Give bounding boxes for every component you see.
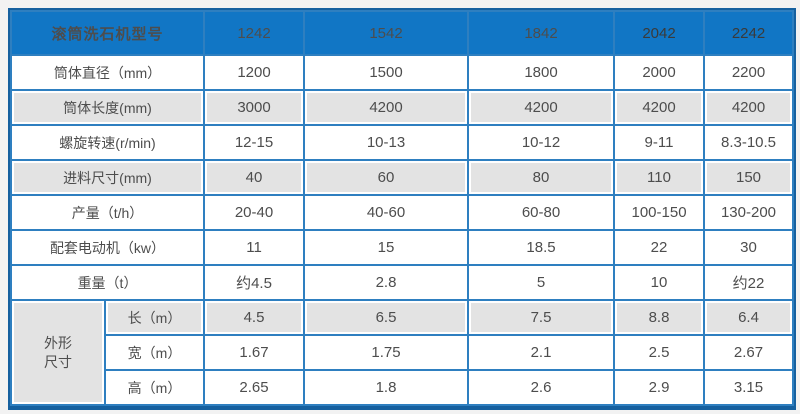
table-row: 宽（m） 1.67 1.75 2.1 2.5 2.67 (11, 334, 794, 371)
value-cell: 2000 (613, 54, 706, 91)
value-cell: 2.5 (613, 334, 706, 371)
value-cell: 6.4 (703, 299, 794, 336)
value-cell: 1.67 (203, 334, 306, 371)
value-cell: 10-13 (303, 124, 470, 161)
table-row: 产量（t/h） 20-40 40-60 60-80 100-150 130-20… (9, 194, 794, 231)
table-row: 外形尺寸 长（m） 4.5 6.5 7.5 8.8 6.4 (10, 299, 794, 406)
table-row: 配套电动机（kw） 11 15 18.5 22 30 (9, 229, 794, 266)
value-cell: 6.5 (303, 299, 470, 336)
header-row: 滚筒洗石机型号 1242 1542 1842 2042 2242 (9, 10, 794, 56)
value-cell: 5 (467, 264, 616, 301)
value-cell: 3000 (203, 89, 306, 126)
dimension-group-label: 外形尺寸 (10, 299, 106, 406)
value-cell: 4200 (303, 89, 470, 126)
value-cell: 9-11 (613, 124, 706, 161)
value-cell: 130-200 (703, 194, 794, 231)
model-header-5: 2242 (703, 10, 794, 56)
table-row: 筒体直径（mm） 1200 1500 1800 2000 2200 (9, 54, 794, 91)
value-cell: 1.75 (303, 334, 470, 371)
model-header-2: 1542 (303, 10, 470, 56)
value-cell: 110 (613, 159, 706, 196)
row-label: 进料尺寸(mm) (9, 159, 206, 196)
value-cell: 1800 (467, 54, 616, 91)
value-cell: 2.6 (467, 369, 616, 406)
value-cell: 11 (203, 229, 306, 266)
value-cell: 30 (703, 229, 794, 266)
value-cell: 2.67 (703, 334, 794, 371)
row-label: 长（m） (103, 299, 206, 336)
table-row: 螺旋转速(r/min) 12-15 10-13 10-12 9-11 8.3-1… (9, 124, 794, 161)
value-cell: 约22 (703, 264, 794, 301)
value-cell: 2.8 (303, 264, 470, 301)
value-cell: 4200 (467, 89, 616, 126)
value-cell: 100-150 (613, 194, 706, 231)
value-cell: 2.1 (467, 334, 616, 371)
value-cell: 4200 (613, 89, 706, 126)
table-title: 滚筒洗石机型号 (9, 10, 206, 56)
model-header-3: 1842 (467, 10, 616, 56)
value-cell: 10 (613, 264, 706, 301)
value-cell: 8.8 (613, 299, 706, 336)
value-cell: 60-80 (467, 194, 616, 231)
value-cell: 1.8 (303, 369, 470, 406)
table-row: 进料尺寸(mm) 40 60 80 110 150 (9, 159, 794, 196)
value-cell: 1200 (203, 54, 306, 91)
value-cell: 8.3-10.5 (703, 124, 794, 161)
table-row: 筒体长度(mm) 3000 4200 4200 4200 4200 (9, 89, 794, 126)
value-cell: 40-60 (303, 194, 470, 231)
value-cell: 2200 (703, 54, 794, 91)
value-cell: 2.65 (203, 369, 306, 406)
row-label: 重量（t） (9, 264, 206, 301)
value-cell: 80 (467, 159, 616, 196)
row-label: 筒体长度(mm) (9, 89, 206, 126)
model-header-4: 2042 (613, 10, 706, 56)
value-cell: 4200 (703, 89, 794, 126)
drum-washer-spec-table: 滚筒洗石机型号 1242 1542 1842 2042 2242 筒体直径（mm… (9, 10, 794, 406)
value-cell: 40 (203, 159, 306, 196)
value-cell: 15 (303, 229, 470, 266)
value-cell: 20-40 (203, 194, 306, 231)
row-label: 配套电动机（kw） (9, 229, 206, 266)
value-cell: 7.5 (467, 299, 616, 336)
table-row: 高（m） 2.65 1.8 2.6 2.9 3.15 (11, 369, 794, 406)
row-label: 高（m） (103, 369, 206, 406)
value-cell: 150 (703, 159, 794, 196)
row-label: 宽（m） (103, 334, 206, 371)
value-cell: 18.5 (467, 229, 616, 266)
value-cell: 约4.5 (203, 264, 306, 301)
value-cell: 3.15 (703, 369, 794, 406)
value-cell: 1500 (303, 54, 470, 91)
table-row: 重量（t） 约4.5 2.8 5 10 约22 (9, 264, 794, 301)
spec-table: 滚筒洗石机型号 1242 1542 1842 2042 2242 筒体直径（mm… (8, 8, 796, 410)
value-cell: 4.5 (203, 299, 306, 336)
row-label: 筒体直径（mm） (9, 54, 206, 91)
value-cell: 60 (303, 159, 470, 196)
value-cell: 22 (613, 229, 706, 266)
value-cell: 10-12 (467, 124, 616, 161)
row-label: 产量（t/h） (9, 194, 206, 231)
value-cell: 2.9 (613, 369, 706, 406)
model-header-1: 1242 (203, 10, 306, 56)
value-cell: 12-15 (203, 124, 306, 161)
row-label: 螺旋转速(r/min) (9, 124, 206, 161)
